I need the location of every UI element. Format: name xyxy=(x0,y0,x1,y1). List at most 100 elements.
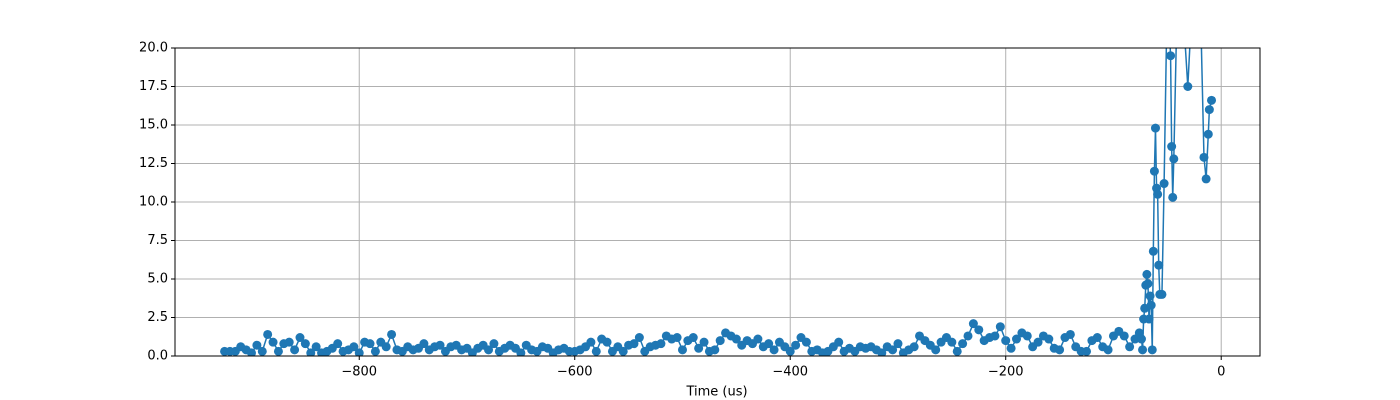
data-point xyxy=(990,331,1000,341)
data-point xyxy=(931,345,941,355)
data-point xyxy=(419,339,429,349)
data-point xyxy=(1183,82,1193,91)
data-point xyxy=(1022,331,1032,341)
x-tick-label: 0 xyxy=(1217,365,1225,380)
data-point xyxy=(672,333,682,343)
data-point xyxy=(516,348,526,356)
data-point xyxy=(731,334,741,344)
data-point xyxy=(586,337,596,347)
data-point xyxy=(1147,345,1157,355)
data-point xyxy=(484,345,494,355)
data-point xyxy=(365,339,375,349)
data-point xyxy=(1055,345,1065,355)
data-point xyxy=(1144,314,1154,324)
data-point xyxy=(1203,129,1213,139)
data-point xyxy=(1145,291,1155,301)
data-point xyxy=(300,339,310,349)
data-point xyxy=(387,329,397,339)
data-point xyxy=(1001,336,1011,346)
data-point xyxy=(295,333,305,343)
data-point xyxy=(268,337,278,347)
data-point xyxy=(947,337,957,347)
data-point xyxy=(1092,333,1102,343)
y-tick-label: 12.5 xyxy=(139,156,168,171)
data-point xyxy=(688,333,698,343)
data-point xyxy=(656,339,666,349)
data-point xyxy=(1179,13,1188,22)
data-point xyxy=(1166,51,1176,61)
y-tick-label: 0.0 xyxy=(147,349,168,364)
data-point xyxy=(1207,95,1217,105)
data-point xyxy=(634,333,644,343)
data-point xyxy=(252,340,262,350)
x-tick-label: −600 xyxy=(557,365,593,380)
data-point xyxy=(909,342,919,352)
data-point xyxy=(435,340,445,350)
data-point xyxy=(311,342,321,352)
plot-area xyxy=(220,0,1217,356)
data-point xyxy=(489,339,499,349)
data-point xyxy=(1033,337,1043,347)
data-point xyxy=(333,339,343,349)
data-point xyxy=(958,339,968,349)
data-point xyxy=(1119,331,1129,341)
data-point xyxy=(1201,174,1211,184)
data-point xyxy=(1138,345,1148,355)
data-point xyxy=(1103,345,1113,355)
data-point xyxy=(1044,334,1054,344)
data-point xyxy=(710,345,720,355)
data-point xyxy=(1159,179,1169,189)
data-point xyxy=(1006,343,1016,353)
data-point xyxy=(247,348,256,356)
data-point xyxy=(769,345,779,355)
data-point xyxy=(349,342,359,352)
data-point xyxy=(1142,269,1152,279)
data-point xyxy=(257,346,267,356)
data-point xyxy=(764,339,774,349)
data-point xyxy=(968,319,978,329)
x-tick-label: −200 xyxy=(988,365,1024,380)
data-point xyxy=(753,334,763,344)
data-point xyxy=(1011,334,1021,344)
data-point xyxy=(381,342,391,352)
data-point xyxy=(273,346,283,356)
data-point xyxy=(785,346,795,356)
x-axis-label: Time (us) xyxy=(685,385,747,400)
data-point xyxy=(893,339,903,349)
data-point xyxy=(1136,334,1146,344)
data-point xyxy=(974,325,984,335)
data-point xyxy=(591,346,601,356)
data-point xyxy=(284,337,294,347)
data-point xyxy=(801,337,811,347)
data-point xyxy=(1153,189,1163,199)
data-point xyxy=(715,336,725,346)
data-point xyxy=(1167,142,1177,152)
data-point xyxy=(834,337,844,347)
y-tick-label: 10.0 xyxy=(139,195,168,210)
axes-frame xyxy=(174,47,1261,357)
data-point xyxy=(263,329,273,339)
data-line xyxy=(224,48,1213,355)
data-point xyxy=(677,345,687,355)
data-point xyxy=(306,348,316,356)
data-point xyxy=(694,343,704,353)
data-point xyxy=(952,346,962,356)
data-point xyxy=(1188,0,1197,6)
data-point xyxy=(1154,260,1164,270)
y-tick-label: 7.5 xyxy=(147,233,168,248)
data-point xyxy=(1125,342,1135,352)
data-point xyxy=(699,337,709,347)
y-tick-label: 17.5 xyxy=(139,79,168,94)
x-tick-label: −400 xyxy=(772,365,808,380)
data-point xyxy=(1143,279,1153,289)
data-point xyxy=(1168,192,1178,202)
y-tick-label: 5.0 xyxy=(147,272,168,287)
y-tick-label: 2.5 xyxy=(147,310,168,325)
data-point xyxy=(1065,329,1075,339)
data-point xyxy=(290,345,300,355)
data-point xyxy=(1199,152,1209,162)
data-point xyxy=(1149,166,1159,176)
data-point xyxy=(602,337,612,347)
data-point xyxy=(629,339,639,349)
